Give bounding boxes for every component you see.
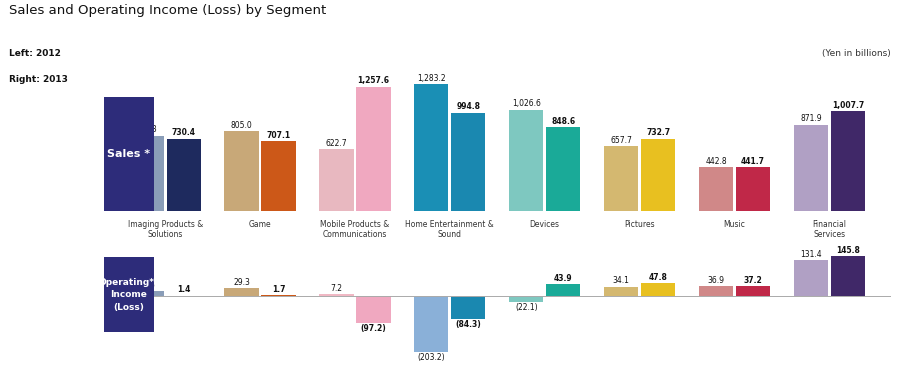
Text: 441.7: 441.7 (741, 157, 765, 166)
Text: 994.8: 994.8 (456, 102, 481, 111)
Text: Home Entertainment &
Sound: Home Entertainment & Sound (405, 219, 494, 239)
Text: Game: Game (248, 219, 272, 228)
Text: 848.6: 848.6 (551, 116, 575, 126)
Bar (604, 146, 638, 211)
Bar (736, 286, 770, 296)
Text: 18.6: 18.6 (139, 281, 155, 290)
Text: 730.4: 730.4 (172, 128, 195, 137)
Text: 7.2: 7.2 (330, 284, 342, 293)
Text: Mobile Products &
Communications: Mobile Products & Communications (320, 219, 390, 239)
Text: 732.7: 732.7 (646, 128, 670, 137)
Text: 657.7: 657.7 (610, 136, 632, 144)
Bar (130, 291, 164, 296)
Text: Financial
Services: Financial Services (813, 219, 846, 239)
Text: Pictures: Pictures (625, 219, 655, 228)
Bar (794, 125, 828, 211)
Text: 1,283.2: 1,283.2 (417, 74, 446, 83)
Bar (831, 256, 865, 296)
Text: 707.1: 707.1 (266, 131, 291, 139)
Bar (224, 132, 258, 211)
Bar (166, 139, 201, 211)
Text: Imaging Products &
Solutions: Imaging Products & Solutions (128, 219, 202, 239)
Bar (451, 113, 485, 211)
Text: Music: Music (724, 219, 745, 228)
Text: 1,026.6: 1,026.6 (512, 99, 541, 108)
Text: 131.4: 131.4 (800, 250, 822, 259)
Text: (97.2): (97.2) (361, 324, 386, 333)
Bar (546, 284, 580, 296)
Bar (699, 286, 733, 296)
Text: 1,007.7: 1,007.7 (832, 101, 864, 110)
Text: (203.2): (203.2) (418, 353, 446, 362)
Text: Devices: Devices (530, 219, 560, 228)
Bar (414, 296, 448, 352)
Bar (224, 288, 258, 296)
Text: 1.7: 1.7 (272, 285, 285, 294)
Text: 37.2: 37.2 (743, 276, 762, 285)
Text: 442.8: 442.8 (705, 157, 727, 166)
Bar (320, 294, 354, 296)
Bar (130, 136, 164, 211)
Text: 29.3: 29.3 (233, 278, 250, 287)
Bar (104, 97, 154, 211)
Bar (546, 127, 580, 211)
Bar (104, 257, 154, 332)
Text: 47.8: 47.8 (649, 273, 668, 282)
Bar (414, 84, 448, 211)
Text: 145.8: 145.8 (836, 246, 860, 255)
Text: 1.4: 1.4 (177, 285, 191, 294)
Bar (641, 139, 675, 211)
Text: 43.9: 43.9 (554, 274, 572, 283)
Bar (831, 111, 865, 211)
Text: Right: 2013: Right: 2013 (9, 75, 68, 84)
Text: (Yen in billions): (Yen in billions) (823, 49, 891, 58)
Text: 805.0: 805.0 (230, 121, 252, 130)
Text: Left: 2012: Left: 2012 (9, 49, 61, 58)
Text: 761.3: 761.3 (136, 125, 158, 134)
Bar (262, 141, 295, 211)
Text: Sales and Operating Income (Loss) by Segment: Sales and Operating Income (Loss) by Seg… (9, 4, 326, 17)
Text: 871.9: 871.9 (800, 114, 822, 123)
Text: (22.1): (22.1) (515, 303, 537, 312)
Text: Sales *: Sales * (107, 149, 150, 159)
Text: 34.1: 34.1 (613, 276, 629, 285)
Bar (451, 296, 485, 319)
Text: Operating**
Income
(Loss): Operating** Income (Loss) (98, 277, 159, 311)
Bar (736, 167, 770, 211)
Text: 622.7: 622.7 (326, 139, 347, 148)
Bar (356, 296, 391, 323)
Bar (604, 287, 638, 296)
Bar (699, 167, 733, 211)
Text: 1,257.6: 1,257.6 (357, 76, 390, 85)
Bar (794, 260, 828, 296)
Bar (356, 87, 391, 211)
Bar (641, 283, 675, 296)
Bar (509, 296, 544, 302)
Bar (509, 110, 544, 211)
Text: 36.9: 36.9 (707, 276, 724, 285)
Bar (320, 150, 354, 211)
Text: (84.3): (84.3) (455, 320, 482, 329)
